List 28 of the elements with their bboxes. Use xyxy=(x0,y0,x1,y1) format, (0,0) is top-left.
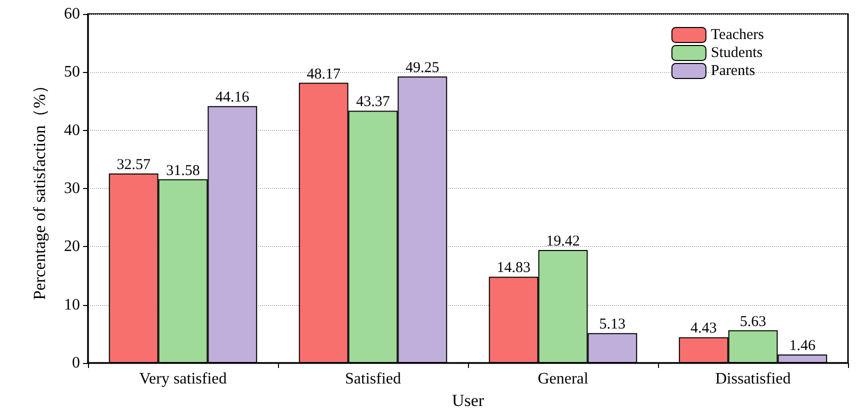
data-label: 43.37 xyxy=(356,94,390,110)
data-label: 1.46 xyxy=(789,338,816,354)
legend-label: Teachers xyxy=(710,27,764,43)
x-tick-label: Dissatisfied xyxy=(715,370,791,388)
data-label: 48.17 xyxy=(306,66,341,82)
y-tick-label: 0 xyxy=(72,354,80,372)
y-tick-label: 40 xyxy=(64,122,80,139)
data-label: 32.57 xyxy=(116,157,151,174)
legend-label: Students xyxy=(710,45,763,61)
x-axis-title: User xyxy=(452,390,484,410)
data-label: 19.42 xyxy=(546,234,580,250)
y-axis-title: Percentage of satisfaction（%） xyxy=(30,77,49,300)
data-label: 4.43 xyxy=(690,320,717,337)
y-tick-label: 30 xyxy=(64,180,80,197)
data-label: 31.58 xyxy=(166,162,200,179)
x-tick-label: General xyxy=(538,370,589,388)
y-tick-label: 50 xyxy=(64,64,80,81)
x-tick-label: Very satisfied xyxy=(139,370,227,388)
data-label: 49.25 xyxy=(406,60,440,76)
data-label: 5.63 xyxy=(740,314,766,330)
data-label: 14.83 xyxy=(496,260,530,276)
y-tick-label: 20 xyxy=(64,238,80,256)
y-tick-label: 60 xyxy=(64,6,80,22)
y-tick-label: 10 xyxy=(64,296,80,314)
legend-label: Parents xyxy=(710,63,756,79)
data-label: 5.13 xyxy=(599,316,626,333)
x-tick-label: Satisfied xyxy=(345,370,401,388)
data-label: 44.16 xyxy=(216,90,250,106)
